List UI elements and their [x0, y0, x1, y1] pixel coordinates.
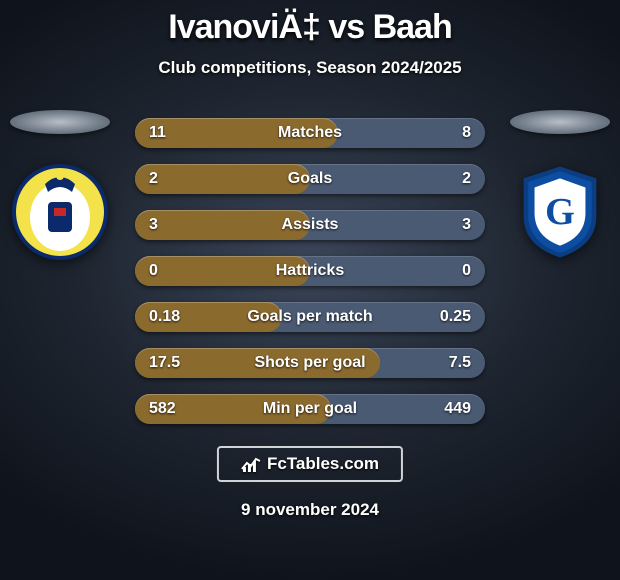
stat-value-right: 8 [462, 124, 471, 142]
stat-bar: Assists 3 3 [135, 210, 485, 240]
stat-label: Assists [282, 216, 339, 234]
brand-text: FcTables.com [267, 454, 379, 474]
page-title: IvanoviÄ‡ vs Baah [0, 8, 620, 47]
stat-value-left: 11 [149, 124, 166, 142]
chart-icon [241, 455, 261, 473]
stat-bars: Matches 11 8 Goals 2 2 Assists 3 3 Hattricks 0 0 Goa… [135, 118, 485, 440]
stat-value-right: 3 [462, 216, 471, 234]
right-club-crest-icon: G [510, 162, 610, 262]
stat-value-left: 582 [149, 400, 176, 418]
stat-label: Goals [288, 170, 332, 188]
svg-text:G: G [545, 191, 575, 233]
stat-bar: Matches 11 8 [135, 118, 485, 148]
stat-label: Hattricks [276, 262, 344, 280]
stat-bar-fill [135, 164, 310, 194]
page-subtitle: Club competitions, Season 2024/2025 [0, 58, 620, 78]
stat-label: Matches [278, 124, 342, 142]
stat-value-right: 0 [462, 262, 471, 280]
stat-label: Min per goal [263, 400, 357, 418]
stat-bar: Min per goal 582 449 [135, 394, 485, 424]
stat-value-right: 2 [462, 170, 471, 188]
footer-date: 9 november 2024 [0, 500, 620, 520]
stat-value-left: 0 [149, 262, 158, 280]
stat-value-right: 7.5 [449, 354, 471, 372]
stat-label: Shots per goal [254, 354, 365, 372]
stat-value-right: 449 [444, 400, 471, 418]
right-player-silhouette [510, 110, 610, 134]
stat-bar: Goals 2 2 [135, 164, 485, 194]
brand-badge: FcTables.com [217, 446, 403, 482]
stat-value-left: 17.5 [149, 354, 180, 372]
stat-bar: Shots per goal 17.5 7.5 [135, 348, 485, 378]
stat-bar: Goals per match 0.18 0.25 [135, 302, 485, 332]
right-player-column: G [500, 110, 620, 262]
stat-value-left: 0.18 [149, 308, 180, 326]
stat-bar: Hattricks 0 0 [135, 256, 485, 286]
stat-value-left: 2 [149, 170, 158, 188]
stat-value-right: 0.25 [440, 308, 471, 326]
stat-value-left: 3 [149, 216, 158, 234]
left-player-silhouette [10, 110, 110, 134]
left-player-column [0, 110, 120, 262]
left-club-crest-icon [10, 162, 110, 262]
stat-label: Goals per match [247, 308, 372, 326]
